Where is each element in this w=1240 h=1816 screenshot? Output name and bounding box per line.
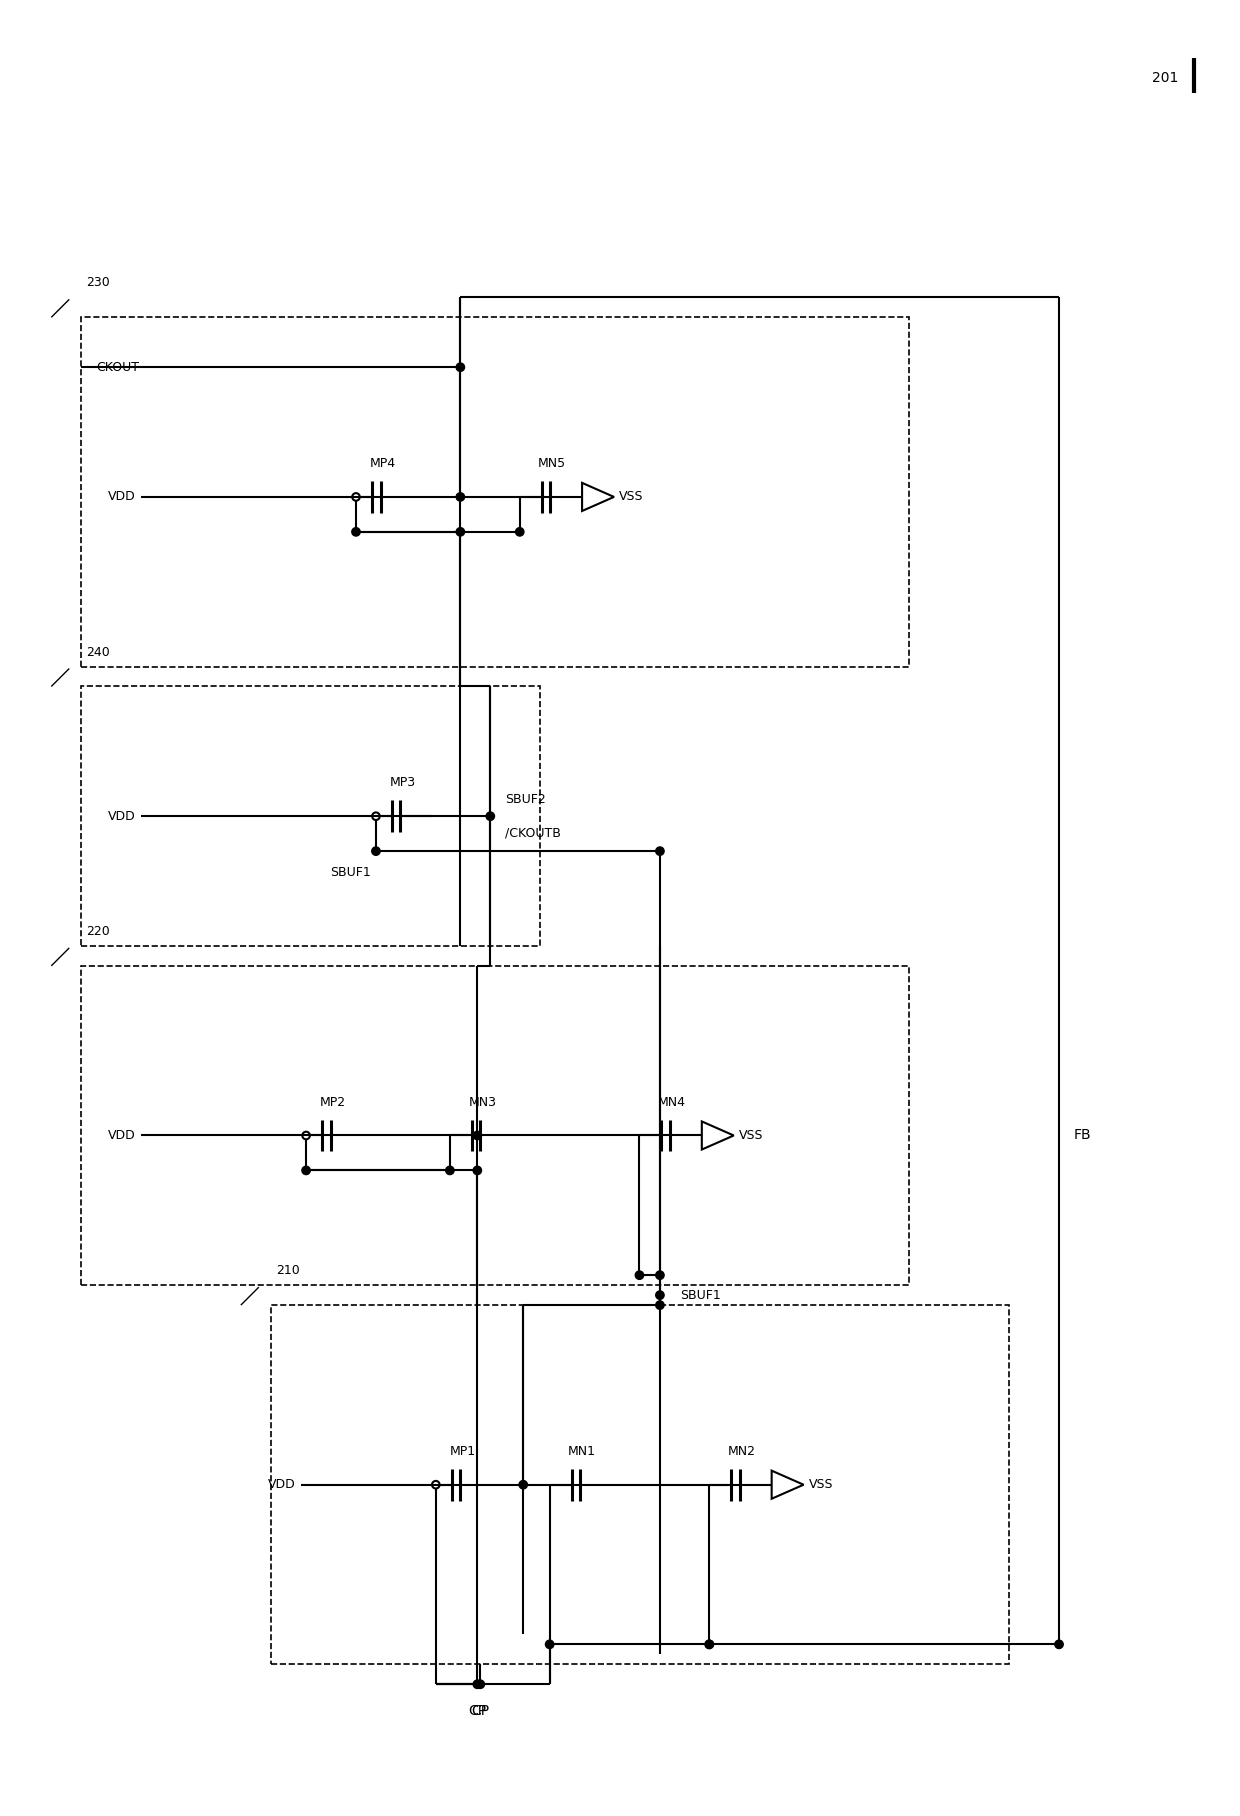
Text: SBUF1: SBUF1 xyxy=(680,1289,720,1302)
Text: VSS: VSS xyxy=(808,1478,833,1491)
Circle shape xyxy=(706,1640,713,1649)
Text: VDD: VDD xyxy=(108,490,136,503)
Text: VDD: VDD xyxy=(268,1478,295,1491)
Circle shape xyxy=(301,1166,310,1175)
Text: VDD: VDD xyxy=(108,1130,136,1142)
Circle shape xyxy=(1055,1640,1063,1649)
Circle shape xyxy=(445,1166,454,1175)
Text: 210: 210 xyxy=(275,1264,300,1277)
Text: SBUF2: SBUF2 xyxy=(505,794,546,806)
Text: FB: FB xyxy=(1074,1128,1091,1142)
Text: MP2: MP2 xyxy=(320,1095,346,1108)
Text: 240: 240 xyxy=(87,645,110,659)
Text: SBUF1: SBUF1 xyxy=(330,866,371,879)
Text: CP: CP xyxy=(469,1703,486,1718)
Circle shape xyxy=(474,1680,481,1689)
Circle shape xyxy=(656,1300,665,1309)
Circle shape xyxy=(656,1291,665,1298)
Circle shape xyxy=(635,1271,644,1278)
Circle shape xyxy=(546,1640,554,1649)
Circle shape xyxy=(456,363,465,372)
Text: MN1: MN1 xyxy=(568,1446,596,1458)
Text: MP4: MP4 xyxy=(370,458,396,470)
Circle shape xyxy=(456,528,465,536)
Circle shape xyxy=(656,1271,665,1278)
Circle shape xyxy=(352,528,360,536)
Circle shape xyxy=(456,492,465,501)
Circle shape xyxy=(656,846,665,855)
Text: MN5: MN5 xyxy=(538,458,567,470)
Text: VSS: VSS xyxy=(619,490,644,503)
Text: 201: 201 xyxy=(1152,71,1179,85)
Circle shape xyxy=(476,1680,485,1689)
Text: 230: 230 xyxy=(87,276,110,289)
Circle shape xyxy=(474,1166,481,1175)
Circle shape xyxy=(706,1640,713,1649)
Text: MN4: MN4 xyxy=(658,1095,686,1108)
Text: MP1: MP1 xyxy=(449,1446,475,1458)
Text: MN2: MN2 xyxy=(728,1446,755,1458)
Circle shape xyxy=(520,1480,527,1489)
Text: CP: CP xyxy=(471,1703,490,1718)
Text: VSS: VSS xyxy=(739,1130,764,1142)
Text: MP3: MP3 xyxy=(389,775,415,790)
Text: CKOUT: CKOUT xyxy=(97,361,139,374)
Text: VDD: VDD xyxy=(108,810,136,823)
Circle shape xyxy=(486,812,495,821)
Circle shape xyxy=(372,846,381,855)
Circle shape xyxy=(516,528,525,536)
Circle shape xyxy=(474,1131,481,1140)
Text: /CKOUTB: /CKOUTB xyxy=(505,826,562,839)
Text: 220: 220 xyxy=(87,924,110,937)
Text: MN3: MN3 xyxy=(469,1095,496,1108)
